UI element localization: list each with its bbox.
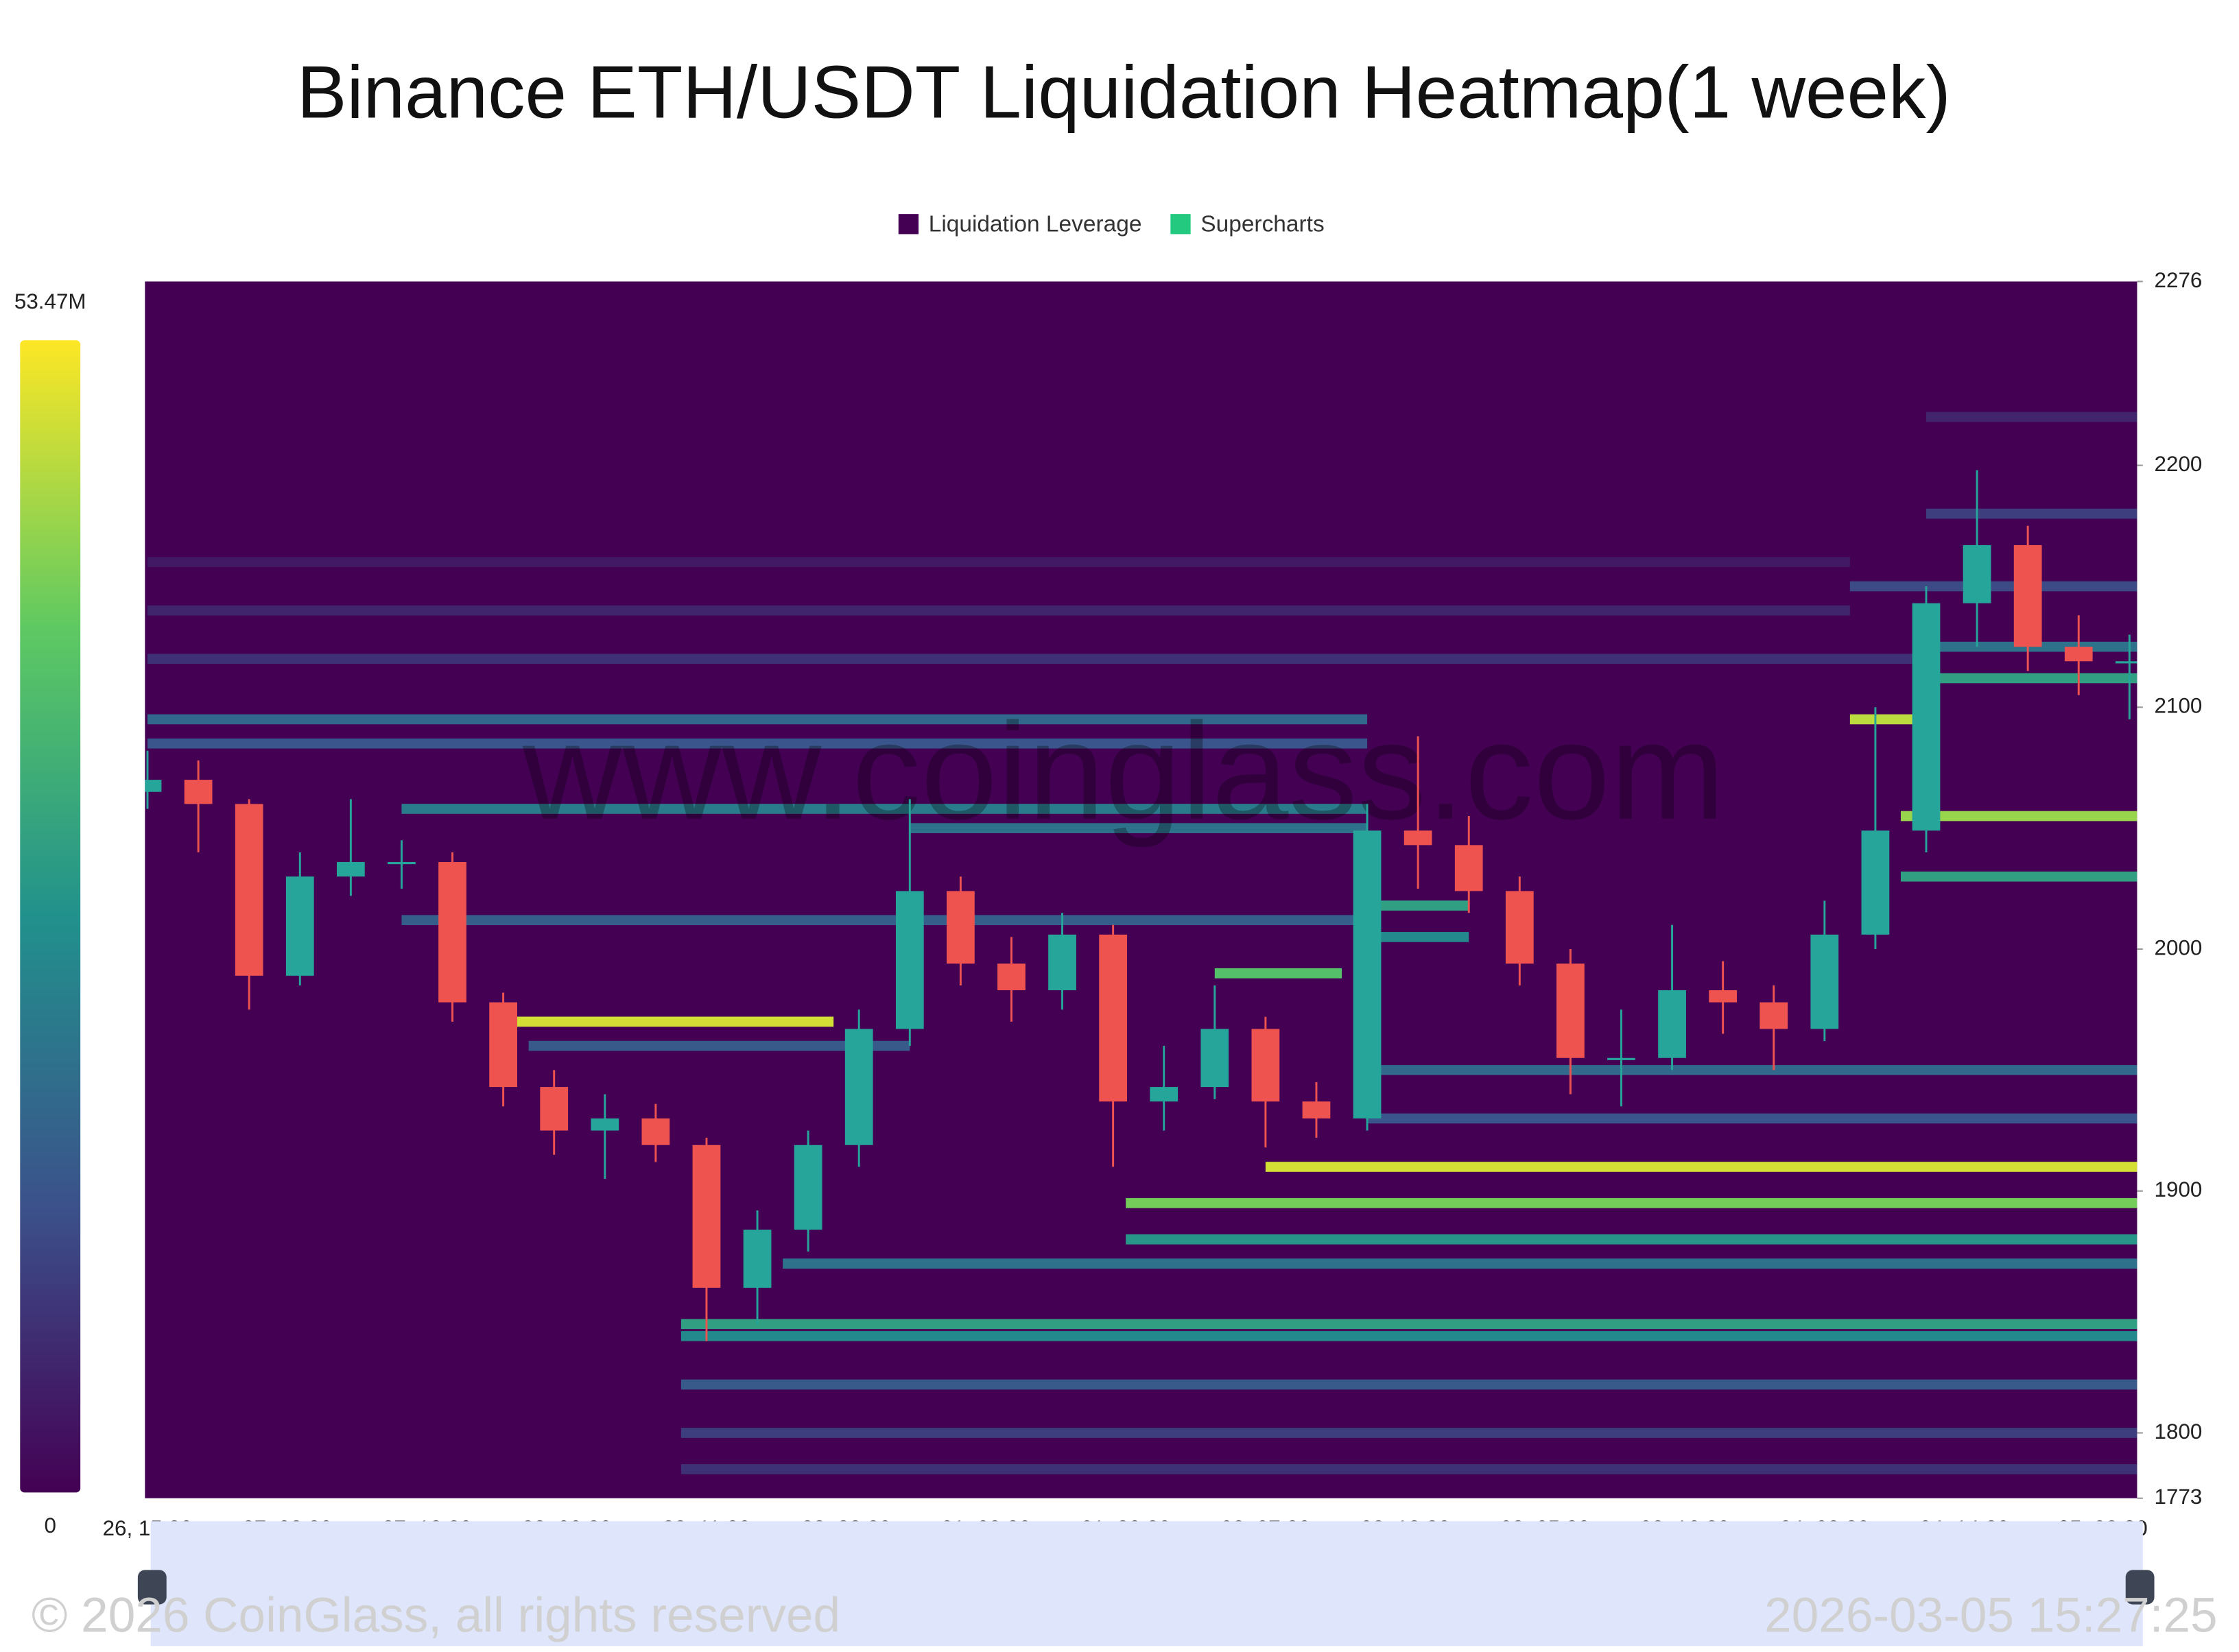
candles <box>145 470 2137 1341</box>
copyright: © 2026 CoinGlass, all rights reserved <box>32 1588 840 1642</box>
heat-band <box>1849 714 1926 725</box>
y-tick-label: 2000 <box>2155 935 2203 959</box>
candle-body <box>2115 661 2137 664</box>
candle-body <box>895 891 924 1029</box>
navigator-handle-left[interactable] <box>137 1570 167 1605</box>
candle-body <box>844 1029 873 1145</box>
heat-band <box>1849 581 2137 592</box>
heat-band <box>147 738 1368 749</box>
heat-band <box>680 1464 2137 1474</box>
candle-body <box>184 780 213 804</box>
candle-body <box>1403 830 1432 846</box>
candle-body <box>1912 603 1941 831</box>
heat-band <box>680 1319 2137 1330</box>
y-tick-label: 1773 <box>2155 1485 2203 1509</box>
heat-band <box>680 1428 2137 1438</box>
heat-band <box>1367 1113 2137 1124</box>
heat-band <box>147 654 1926 665</box>
chart-title: Binance ETH/USDT Liquidation Heatmap(1 w… <box>297 51 1951 134</box>
heat-band <box>1926 411 2137 422</box>
heat-band <box>1900 871 2137 882</box>
heat-band <box>680 1379 2137 1390</box>
candle-body <box>1099 934 1128 1102</box>
heat-band <box>680 1331 2137 1341</box>
candle-body <box>388 862 416 865</box>
candle-body <box>1150 1087 1178 1102</box>
heat-band <box>910 823 1368 833</box>
heatmap <box>147 411 2137 1474</box>
candle-body <box>743 1230 772 1288</box>
heat-band <box>147 714 1368 725</box>
timestamp: 2026-03-05 15:27:25 <box>1764 1588 2217 1642</box>
candle-body <box>1861 830 1890 935</box>
candle-body <box>692 1145 721 1288</box>
y-tick-label: 2200 <box>2155 452 2203 476</box>
candle-body <box>1302 1101 1331 1118</box>
y-tick-label: 2276 <box>2155 268 2203 292</box>
y-tick-label: 1900 <box>2155 1177 2203 1201</box>
y-tick-label: 2100 <box>2155 694 2203 718</box>
navigator-handle-right[interactable] <box>2125 1570 2155 1605</box>
candle-body <box>489 1002 517 1088</box>
candle-body <box>1048 934 1076 990</box>
heat-band <box>1367 932 1469 942</box>
candle-body <box>1353 830 1382 1118</box>
heat-band <box>1926 508 2137 519</box>
candle-body <box>1810 934 1839 1029</box>
candle-body <box>336 862 365 877</box>
heat-band <box>1367 900 1469 911</box>
heat-band <box>1900 811 2137 822</box>
candle-body <box>285 876 314 976</box>
heat-band <box>1926 673 2137 684</box>
heat-band <box>528 1040 910 1051</box>
heat-band <box>490 1016 834 1027</box>
candle-body <box>1607 1057 1635 1060</box>
candle-body <box>997 963 1026 990</box>
candle-body <box>591 1118 619 1131</box>
candle-body <box>1963 544 1991 603</box>
candle-body <box>145 780 162 792</box>
heat-band <box>147 557 1850 567</box>
heat-band <box>783 1258 2137 1269</box>
heat-band <box>1265 1162 2137 1172</box>
legend: Liquidation Leverage Supercharts <box>898 212 1325 237</box>
colorbar-tick-label: 53.47M <box>14 289 86 313</box>
y-tick-label: 1800 <box>2155 1420 2203 1444</box>
legend-label: Liquidation Leverage <box>929 212 1142 237</box>
heat-band <box>1214 968 1342 979</box>
candle-body <box>1556 963 1585 1058</box>
candle-body <box>641 1118 670 1145</box>
legend-swatch <box>1170 214 1191 235</box>
heat-band <box>147 605 1850 616</box>
heat-band <box>401 804 1368 814</box>
candle-body <box>794 1145 822 1230</box>
candle-body <box>1760 1002 1788 1029</box>
colorbar-tick-label: 0 <box>45 1513 56 1537</box>
colorbar <box>20 340 81 1493</box>
candle-body <box>1709 990 1738 1003</box>
legend-label: Supercharts <box>1200 212 1324 237</box>
candle-body <box>2013 544 2042 647</box>
candle-body <box>2064 647 2093 662</box>
candle-body <box>1200 1029 1229 1088</box>
heat-band <box>1126 1234 2137 1245</box>
candle-body <box>438 862 466 1003</box>
candle-body <box>235 804 263 976</box>
heat-band <box>1126 1198 2137 1208</box>
plot-background <box>145 281 2137 1498</box>
candle-body <box>947 891 975 964</box>
legend-swatch <box>898 214 919 235</box>
navigator[interactable] <box>150 1521 2143 1647</box>
candle-body <box>1251 1029 1280 1102</box>
candle-body <box>1505 891 1534 964</box>
candle-body <box>1658 990 1686 1058</box>
candle-body <box>1454 845 1483 891</box>
heat-band <box>401 915 1368 926</box>
watermark: www.coinglass.com <box>522 694 1725 848</box>
candle-body <box>540 1087 569 1131</box>
heat-band <box>1367 1065 2137 1075</box>
